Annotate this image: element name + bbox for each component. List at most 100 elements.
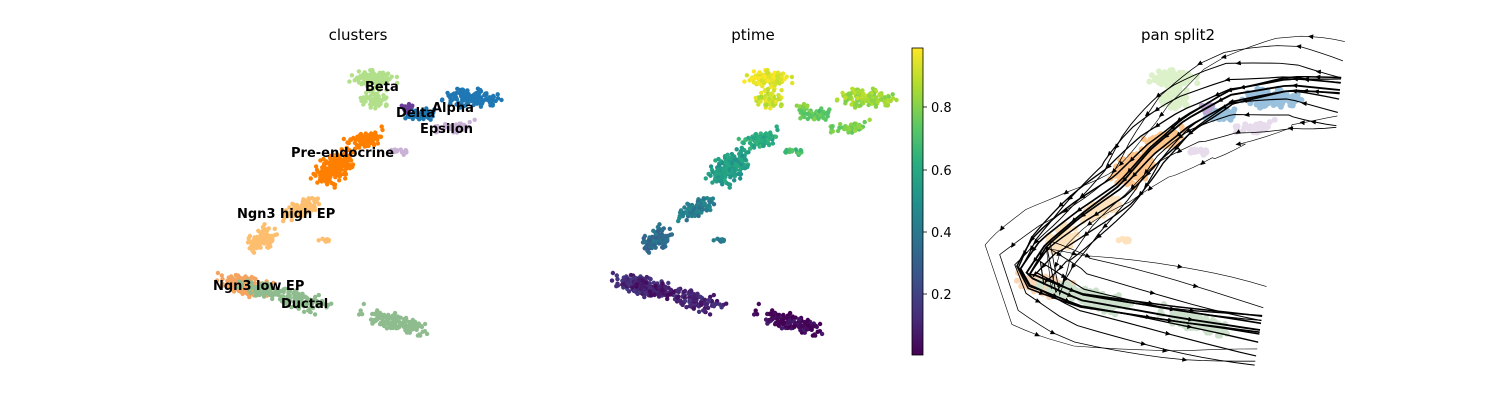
ptime-point: [708, 173, 713, 178]
cluster-point: [420, 329, 425, 334]
cluster-point: [455, 86, 460, 92]
cluster-point: [482, 92, 487, 98]
cluster-point: [407, 114, 412, 120]
cluster-point: [270, 293, 275, 298]
ptime-point: [827, 107, 832, 112]
cluster-point: [312, 312, 318, 317]
ptime-point: [730, 168, 735, 173]
cluster-point: [363, 99, 368, 104]
stream-point: [1251, 126, 1258, 133]
cluster-point: [220, 276, 225, 282]
cluster-point: [361, 301, 366, 307]
ptime-point: [756, 301, 761, 307]
ptime-point: [694, 209, 699, 214]
cluster-point: [495, 92, 500, 97]
cluster-point: [261, 285, 267, 290]
cluster-point: [354, 76, 359, 81]
ptime-point: [675, 295, 680, 300]
cluster-point: [490, 103, 495, 108]
ptime-point: [779, 88, 784, 93]
ptime-point: [768, 84, 774, 90]
cluster-point: [422, 108, 427, 114]
ptime-point: [729, 161, 735, 166]
ptime-point: [749, 76, 754, 81]
ptime-point: [696, 309, 702, 314]
colorbar-tick-label-0.6: 0.6: [931, 164, 952, 179]
cluster-point: [382, 319, 388, 324]
cluster-point: [265, 245, 270, 250]
cluster-point: [268, 239, 273, 244]
cluster-point: [380, 70, 386, 75]
ptime-point: [741, 140, 746, 146]
ptime-point: [817, 321, 823, 327]
ptime-point: [757, 70, 762, 75]
cluster-point: [264, 287, 270, 293]
cluster-point: [404, 109, 409, 114]
cluster-point: [432, 107, 437, 112]
stream-arrow: [1235, 141, 1241, 147]
cluster-point: [260, 228, 265, 234]
label-pre-endocrine: Pre-endocrine: [291, 146, 394, 161]
ptime-point: [722, 178, 727, 183]
ptime-point: [689, 289, 694, 294]
cluster-point: [280, 295, 285, 300]
ptime-point: [742, 166, 748, 171]
cluster-point: [472, 117, 477, 123]
label-delta: Delta: [396, 106, 435, 121]
cluster-point: [297, 296, 302, 301]
cluster-point: [247, 294, 252, 300]
cluster-point: [358, 75, 363, 80]
cluster-point: [245, 278, 250, 283]
ptime-point: [768, 106, 773, 111]
ptime-point: [751, 80, 757, 85]
cluster-point: [394, 74, 400, 80]
cluster-point: [306, 196, 311, 201]
cluster-point: [349, 73, 355, 78]
stream-point: [1163, 77, 1170, 84]
ptime-point: [837, 125, 842, 130]
cluster-point: [321, 171, 327, 176]
ptime-point: [648, 293, 653, 298]
label-ngn3-low-ep: Ngn3 low EP: [213, 279, 304, 294]
cluster-point: [430, 114, 435, 119]
cluster-point: [253, 276, 258, 282]
ptime-point: [657, 235, 662, 240]
cluster-point: [295, 211, 301, 216]
ptime-point: [686, 202, 692, 208]
stream-point: [1234, 124, 1241, 131]
cluster-point: [460, 96, 465, 101]
cluster-point: [461, 91, 466, 96]
ptime-point: [615, 276, 620, 282]
cluster-point: [406, 101, 412, 107]
ptime-point: [854, 102, 859, 107]
cluster-point: [356, 145, 362, 150]
ptime-point: [609, 278, 615, 283]
ptime-point: [706, 203, 712, 208]
cluster-point: [384, 88, 389, 93]
ptime-point: [890, 96, 896, 101]
ptime-point: [696, 213, 701, 219]
cluster-point: [306, 308, 311, 313]
cluster-point: [358, 131, 364, 137]
cluster-point: [316, 292, 321, 298]
cluster-point: [373, 84, 379, 90]
ptime-point: [855, 96, 860, 101]
ptime-point: [817, 112, 823, 118]
cluster-point: [429, 110, 435, 116]
cluster-point: [376, 88, 382, 93]
ptime-point: [747, 146, 753, 151]
ptime-point: [789, 74, 795, 80]
ptime-point: [691, 306, 696, 311]
cluster-point: [352, 146, 358, 151]
ptime-point: [790, 80, 795, 86]
ptime-point: [739, 145, 744, 150]
ptime-point: [621, 285, 626, 290]
ptime-point: [660, 245, 665, 250]
ptime-point: [727, 155, 732, 161]
ptime-point: [671, 289, 676, 295]
ptime-point: [781, 312, 786, 318]
cluster-point: [246, 287, 252, 292]
cluster-point: [274, 232, 280, 237]
cluster-point: [471, 102, 476, 108]
ptime-point: [746, 135, 751, 141]
